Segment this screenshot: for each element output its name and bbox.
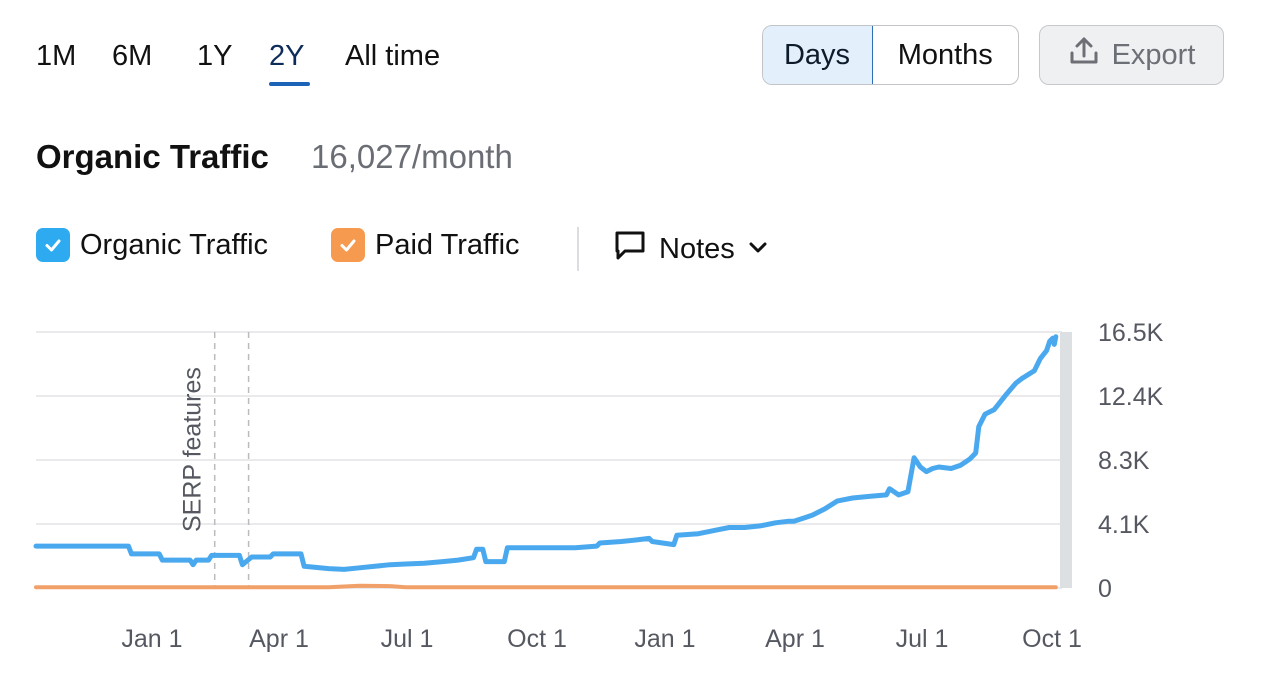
page-title: Organic Traffic — [36, 138, 269, 175]
legend-label: Paid Traffic — [375, 228, 520, 261]
speech-bubble-icon — [613, 228, 647, 270]
active-tab-indicator — [269, 82, 310, 86]
chart-annotations: SERP features — [179, 332, 250, 588]
annotation-label: SERP features — [179, 367, 207, 532]
y-tick-label: 0 — [1098, 575, 1112, 603]
days-button[interactable]: Days — [763, 26, 873, 84]
paid-traffic-line — [34, 583, 1058, 590]
traffic-value: 16,027/month — [311, 138, 513, 175]
legend-organic-traffic[interactable]: Organic Traffic — [36, 228, 268, 262]
x-tick-label: Apr 1 — [765, 625, 825, 653]
chevron-down-icon — [747, 233, 769, 266]
upload-icon — [1068, 35, 1100, 75]
current-period-marker — [1060, 332, 1072, 588]
x-tick-label: Oct 1 — [1022, 625, 1082, 653]
x-axis: Jan 1 Apr 1 Jul 1 Oct 1 Jan 1 Apr 1 Jul 1 Oct 1 — [121, 625, 1081, 653]
y-tick-label: 4.1K — [1098, 511, 1150, 539]
export-button[interactable]: Export — [1039, 25, 1224, 85]
export-label: Export — [1111, 38, 1196, 71]
check-icon — [340, 239, 356, 252]
notes-label: Notes — [659, 232, 735, 265]
x-tick-label: Apr 1 — [249, 625, 309, 653]
tab-2y[interactable]: 2Y — [269, 40, 305, 72]
granularity-toggle: Days Months — [762, 25, 1019, 85]
chart-series — [33, 334, 1059, 590]
y-tick-label: 12.4K — [1098, 383, 1164, 411]
traffic-chart: SERP features 16.5K 12.4K 8.3K 4.1K 0 Jan 1 A… — [33, 319, 1164, 653]
tab-6m[interactable]: 6M — [112, 40, 153, 72]
months-button[interactable]: Months — [897, 38, 993, 71]
y-axis: 16.5K 12.4K 8.3K 4.1K 0 — [1098, 319, 1164, 603]
tab-all-time[interactable]: All time — [345, 40, 441, 72]
x-tick-label: Oct 1 — [507, 625, 567, 653]
y-tick-label: 16.5K — [1098, 319, 1164, 347]
paid-checkbox[interactable] — [331, 228, 365, 262]
legend-divider — [577, 227, 579, 271]
check-icon — [45, 239, 61, 252]
organic-traffic-line — [33, 334, 1059, 572]
organic-checkbox[interactable] — [36, 228, 70, 262]
x-tick-label: Jul 1 — [381, 625, 434, 653]
notes-dropdown[interactable]: Notes — [613, 228, 769, 270]
x-tick-label: Jan 1 — [634, 625, 695, 653]
y-tick-label: 8.3K — [1098, 447, 1150, 475]
x-tick-label: Jul 1 — [896, 625, 949, 653]
tab-1m[interactable]: 1M — [36, 40, 77, 72]
legend-paid-traffic[interactable]: Paid Traffic — [331, 228, 520, 262]
x-tick-label: Jan 1 — [121, 625, 182, 653]
tab-1y[interactable]: 1Y — [197, 40, 233, 72]
legend-label: Organic Traffic — [80, 228, 269, 261]
